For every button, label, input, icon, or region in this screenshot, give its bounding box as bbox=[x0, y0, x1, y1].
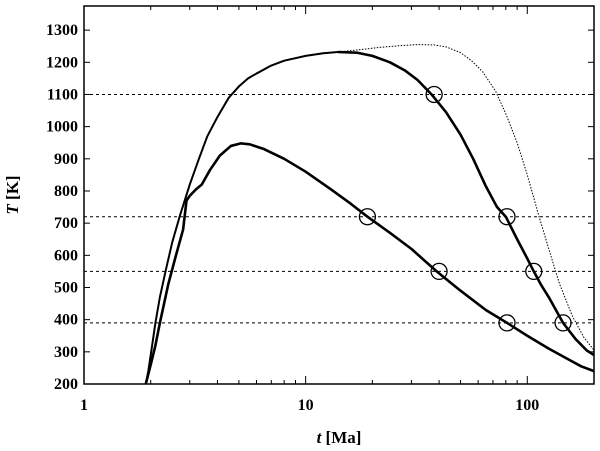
x-axis-var: t bbox=[317, 428, 323, 447]
tick-labels: 2003004005006007008009001000110012001300… bbox=[46, 22, 539, 414]
x-axis-title: t [Ma] bbox=[317, 428, 362, 447]
marker-0 bbox=[425, 85, 443, 104]
plot-frame bbox=[83, 5, 595, 385]
series-line-3 bbox=[144, 142, 595, 385]
marker-2 bbox=[498, 208, 516, 226]
ticks bbox=[83, 6, 595, 385]
x-tick-label-1: 10 bbox=[298, 397, 314, 414]
marker-5 bbox=[498, 314, 516, 332]
marker-3 bbox=[430, 262, 448, 281]
y-axis-unit: [K] bbox=[3, 175, 22, 204]
y-tick-label-10: 1200 bbox=[46, 54, 78, 71]
y-tick-label-1: 300 bbox=[54, 344, 78, 361]
marker-6 bbox=[554, 314, 572, 332]
x-tick-label-0: 1 bbox=[80, 397, 88, 414]
series-line-1 bbox=[337, 44, 595, 351]
x-axis-unit: [Ma] bbox=[321, 428, 361, 447]
y-tick-label-9: 1100 bbox=[47, 86, 78, 103]
series-line-0 bbox=[144, 51, 339, 385]
x-tick-label-2: 100 bbox=[515, 397, 539, 414]
y-tick-label-0: 200 bbox=[54, 376, 78, 393]
marker-4 bbox=[525, 262, 543, 281]
y-tick-label-11: 1300 bbox=[46, 22, 78, 39]
y-tick-label-2: 400 bbox=[54, 312, 78, 329]
y-tick-label-3: 500 bbox=[54, 279, 78, 296]
y-tick-label-4: 600 bbox=[54, 247, 78, 264]
markers bbox=[358, 85, 572, 332]
reference-lines bbox=[84, 93, 594, 324]
y-tick-label-6: 800 bbox=[54, 183, 78, 200]
curves bbox=[144, 44, 595, 385]
y-axis-var: T bbox=[3, 204, 22, 215]
y-tick-label-8: 1000 bbox=[46, 119, 78, 136]
y-tick-label-7: 900 bbox=[54, 151, 78, 168]
marker-1 bbox=[358, 208, 377, 226]
y-tick-label-5: 700 bbox=[54, 215, 78, 232]
y-axis-title: T [K] bbox=[3, 175, 22, 214]
series-line-2 bbox=[337, 50, 595, 357]
